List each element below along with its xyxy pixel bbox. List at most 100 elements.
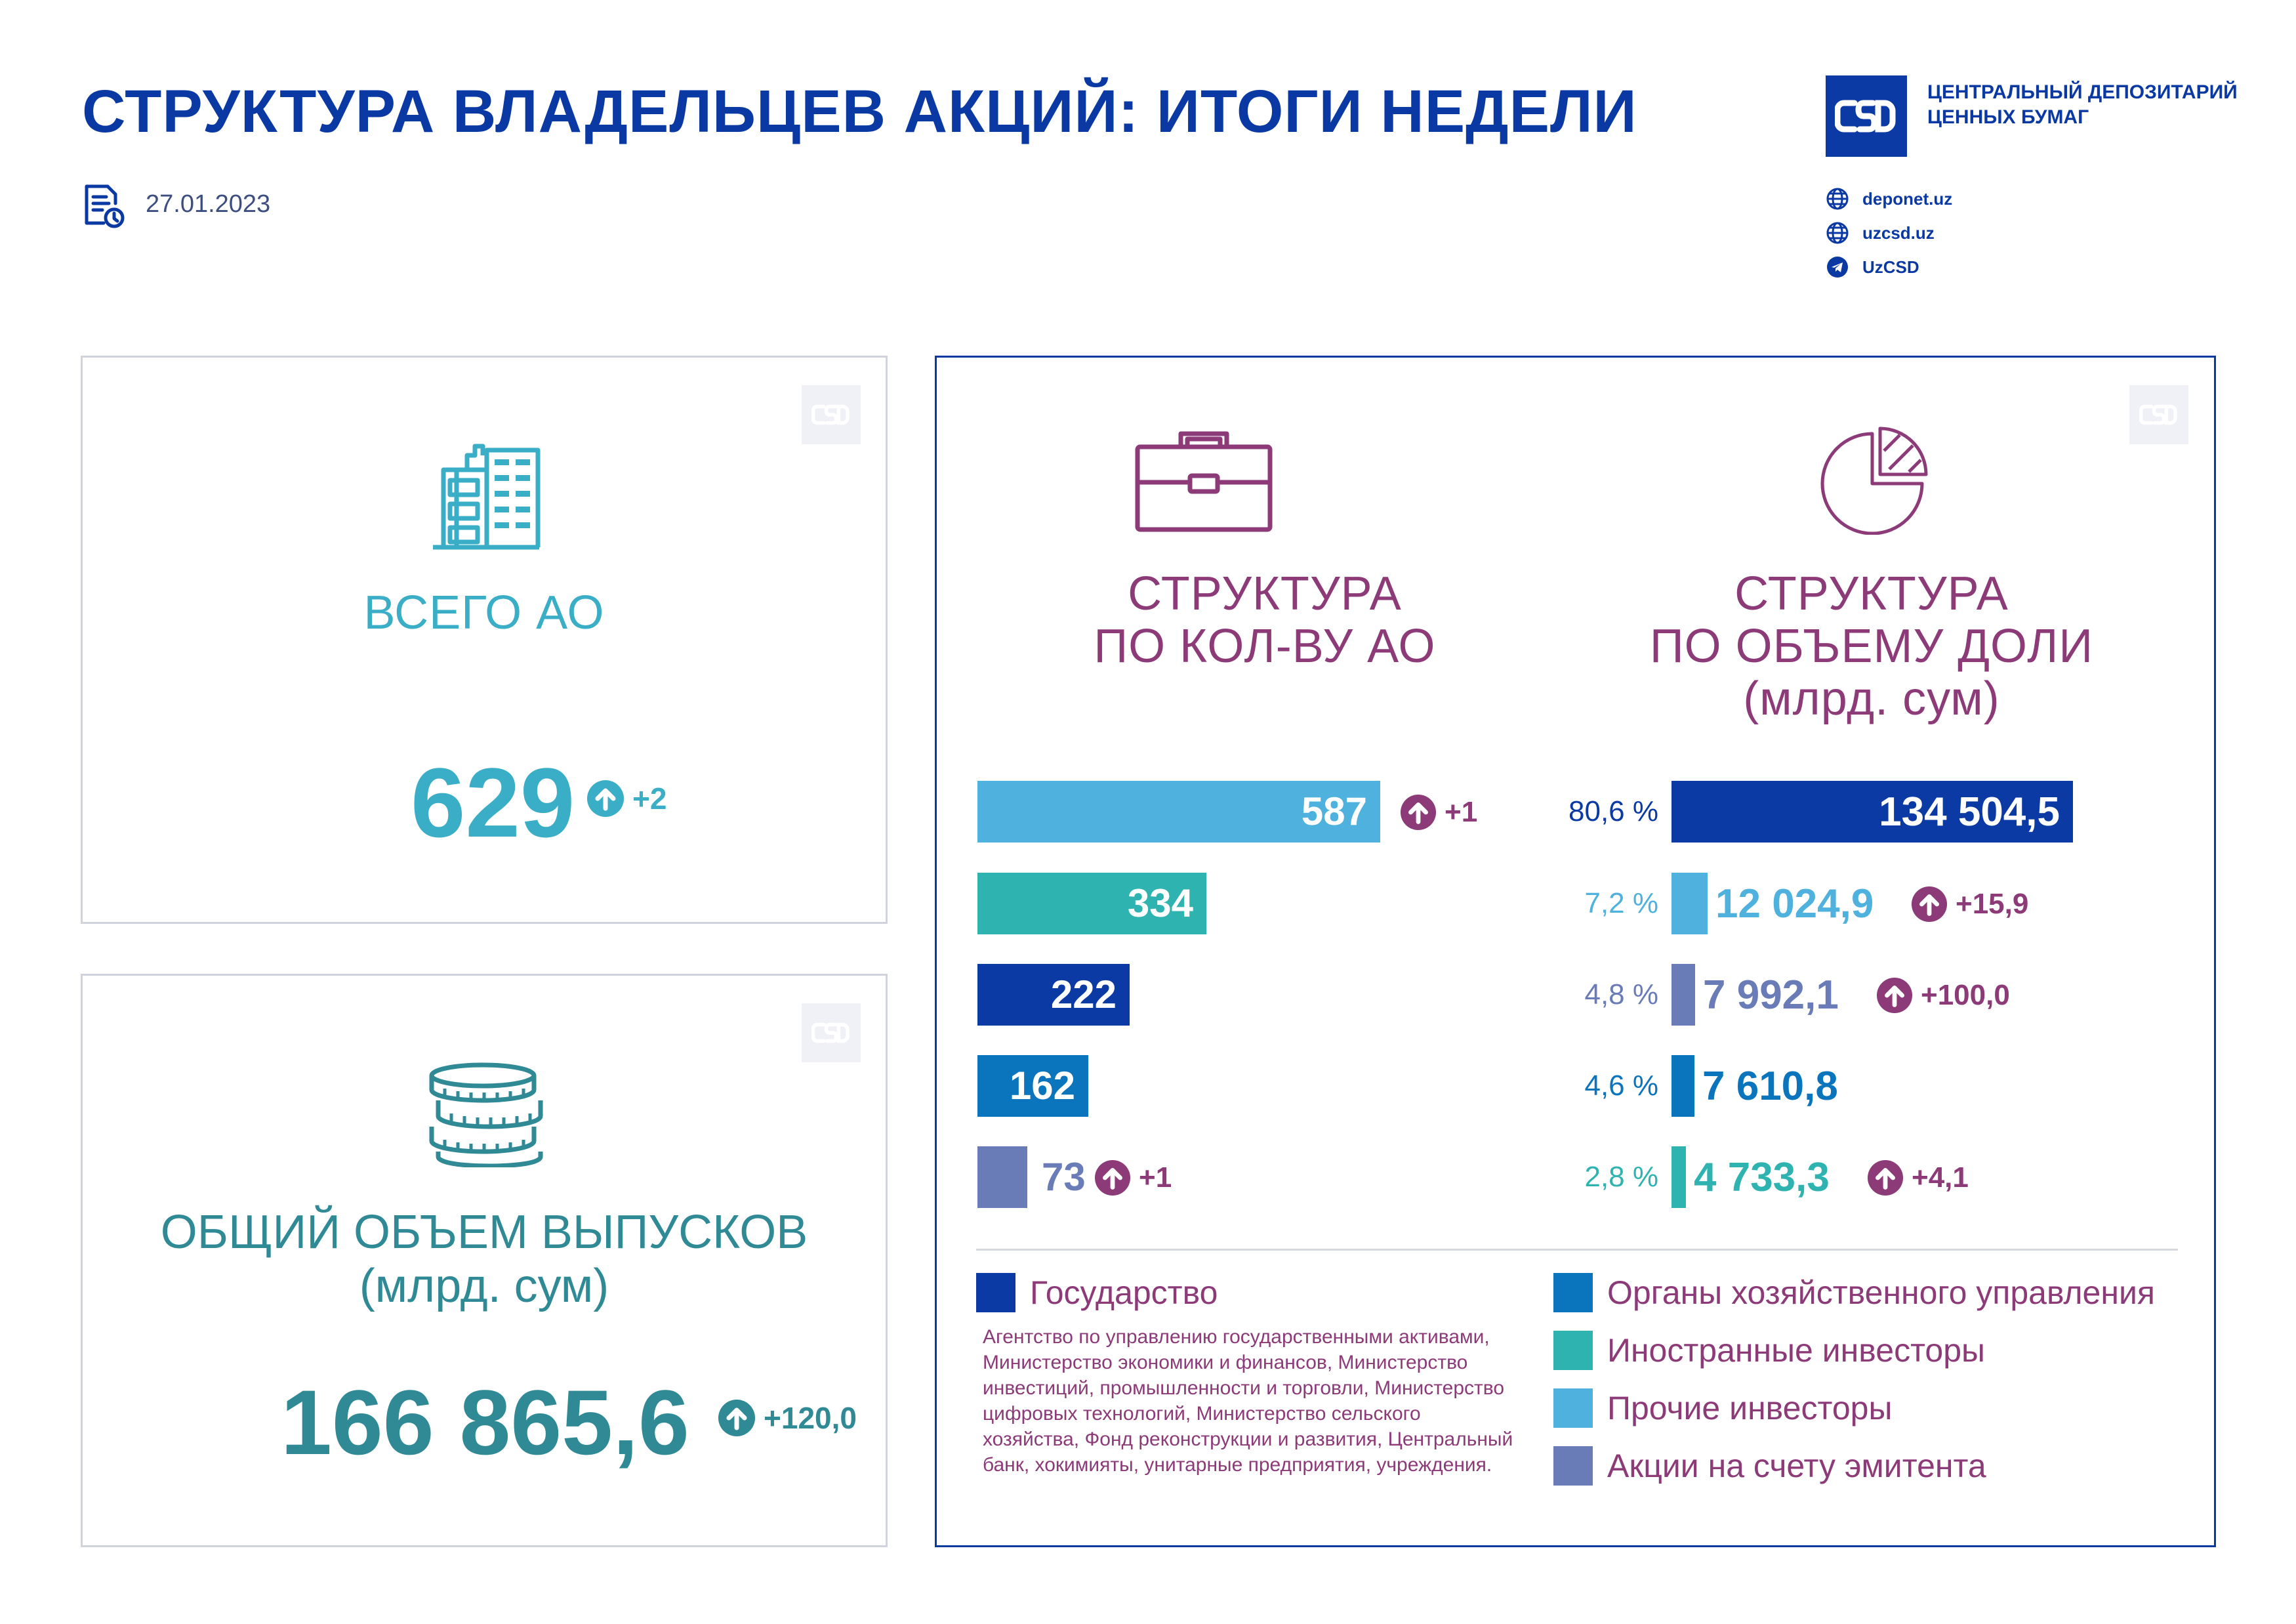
link-uzcsd[interactable]: uzcsd.uz [1826,221,1935,245]
bar-label: 162 [1009,1064,1075,1108]
bar-label: 12 024,9 [1715,881,1874,927]
delta-text: +2 [632,781,667,816]
bar-label: 7 610,8 [1702,1064,1838,1109]
arrow-up-icon [1400,794,1437,831]
bar [977,1146,1027,1208]
legend-item: Иностранные инвесторы [1553,1331,1985,1370]
briefcase-icon [1135,427,1273,535]
globe-icon [1826,222,1849,244]
bar-delta: +100,0 [1876,977,2010,1014]
page-title: СТРУКТУРА ВЛАДЕЛЬЦЕВ АКЦИЙ: ИТОГИ НЕДЕЛИ [82,78,1637,145]
brand-name-line1: ЦЕНТРАЛЬНЫЙ ДЕПОЗИТАРИЙ [1927,81,2238,103]
total-issue-label-line1: ОБЩИЙ ОБЪЕМ ВЫПУСКОВ [160,1206,808,1259]
bar-delta: +4,1 [1867,1159,1969,1196]
arrow-up-icon [1094,1159,1131,1196]
bar-percent: 4,8 % [1584,978,1658,1010]
bar-percent: 2,8 % [1584,1161,1658,1193]
bar-delta: +15,9 [1911,886,2028,923]
coins-icon [425,1062,547,1171]
legend-item: Органы хозяйственного управления [1553,1273,2155,1312]
globe-icon [1826,188,1849,210]
bar [977,781,1380,843]
link-text: uzcsd.uz [1862,222,1935,243]
legend-swatch [1553,1273,1593,1312]
legend-state: Государство [976,1273,1218,1312]
bar [1671,781,2073,843]
csd-logo [1826,75,1907,157]
legend-swatch [976,1273,1015,1312]
bar-percent: 80,6 % [1568,795,1658,827]
pie-chart-icon [1817,426,1929,538]
bar-delta: +1 [1094,1159,1172,1196]
total-jsc-label: ВСЕГО АО [363,587,605,639]
legend-label: Прочие инвесторы [1607,1390,1893,1426]
chart2-title-line3: (млрд. сум) [1743,673,2000,725]
bar-label: 7 992,1 [1703,972,1839,1018]
legend-swatch [1553,1446,1593,1486]
chart1-title: СТРУКТУРА ПО КОЛ-ВУ АО [937,568,1593,673]
bar-label: 73 [1042,1155,1086,1199]
chart2-title-line2: ПО ОБЪЕМУ ДОЛИ [1649,620,2094,673]
delta-text: +100,0 [1921,979,2010,1011]
arrow-up-icon [587,780,624,817]
legend-label: Органы хозяйственного управления [1607,1274,2155,1311]
delta-text: +15,9 [1956,888,2029,920]
bar-percent: 7,2 % [1584,887,1658,919]
bar-label: 334 [1127,881,1193,925]
csd-watermark-icon [802,1003,861,1062]
delta-text: +1 [1139,1161,1172,1194]
chart2-title: СТРУКТУРА ПО ОБЪЕМУ ДОЛИ (млрд. сум) [1527,568,2216,725]
divider [976,1249,2178,1251]
link-deponet[interactable]: deponet.uz [1826,187,1952,211]
total-jsc-card: ВСЕГО АО 629 +2 [81,356,888,924]
arrow-up-icon [1867,1159,1904,1196]
structure-card: СТРУКТУРА ПО КОЛ-ВУ АО СТРУКТУРА ПО ОБЪЕ… [935,356,2216,1547]
delta-text: +120,0 [764,1401,857,1435]
legend-label: Государство [1030,1274,1218,1311]
report-date: 27.01.2023 [146,190,271,218]
chart1-title-line2: ПО КОЛ-ВУ АО [1094,620,1436,673]
bar [1671,1146,1686,1208]
total-issue-delta: +120,0 [718,1399,857,1437]
buildings-icon [430,441,542,553]
link-telegram[interactable]: UzCSD [1826,255,1919,279]
total-jsc-value: 629 [411,747,575,858]
link-text: deponet.uz [1862,188,1953,209]
total-jsc-delta: +2 [586,780,666,818]
total-issue-card: ОБЩИЙ ОБЪЕМ ВЫПУСКОВ (млрд. сум) 166 865… [81,974,888,1547]
arrow-up-icon [1911,886,1948,923]
chart2-title-line1: СТРУКТУРА [1734,568,2009,620]
bar-label: 587 [1301,789,1367,833]
bar [1671,873,1708,934]
arrow-up-icon [1876,977,1913,1014]
total-issue-label: ОБЩИЙ ОБЪЕМ ВЫПУСКОВ (млрд. сум) [83,1205,886,1313]
bar [1671,964,1695,1026]
legend-label: Акции на счету эмитента [1607,1447,1986,1484]
bar-label: 4 733,3 [1694,1155,1830,1200]
total-issue-label-line2: (млрд. сум) [359,1260,609,1312]
bar-label: 134 504,5 [1879,789,2060,835]
bar [1671,1055,1694,1117]
bar-label: 222 [1050,972,1117,1016]
brand-name: ЦЕНТРАЛЬНЫЙ ДЕПОЗИТАРИЙ ЦЕННЫХ БУМАГ [1927,80,2238,130]
arrow-up-icon [718,1400,755,1436]
bar-percent: 4,6 % [1584,1070,1658,1102]
telegram-icon [1827,257,1848,278]
chart1-title-line1: СТРУКТУРА [1128,568,1402,620]
document-date-icon [80,182,126,233]
legend-swatch [1553,1388,1593,1428]
link-text: UzCSD [1862,257,1919,277]
brand-name-line2: ЦЕННЫХ БУМАГ [1927,106,2089,128]
total-issue-value: 166 865,6 [281,1371,689,1474]
legend-state-note: Агентство по управлению государственными… [983,1326,1513,1476]
bar [977,964,1130,1026]
bar-delta: +1 [1400,794,1477,831]
bar [977,873,1206,934]
legend-swatch [1553,1331,1593,1370]
delta-text: +1 [1445,796,1478,828]
delta-text: +4,1 [1912,1161,1969,1194]
csd-watermark-icon [2129,385,2188,444]
legend-label: Иностранные инвесторы [1607,1332,1985,1369]
legend-item: Акции на счету эмитента [1553,1446,1986,1486]
csd-watermark-icon [802,385,861,444]
